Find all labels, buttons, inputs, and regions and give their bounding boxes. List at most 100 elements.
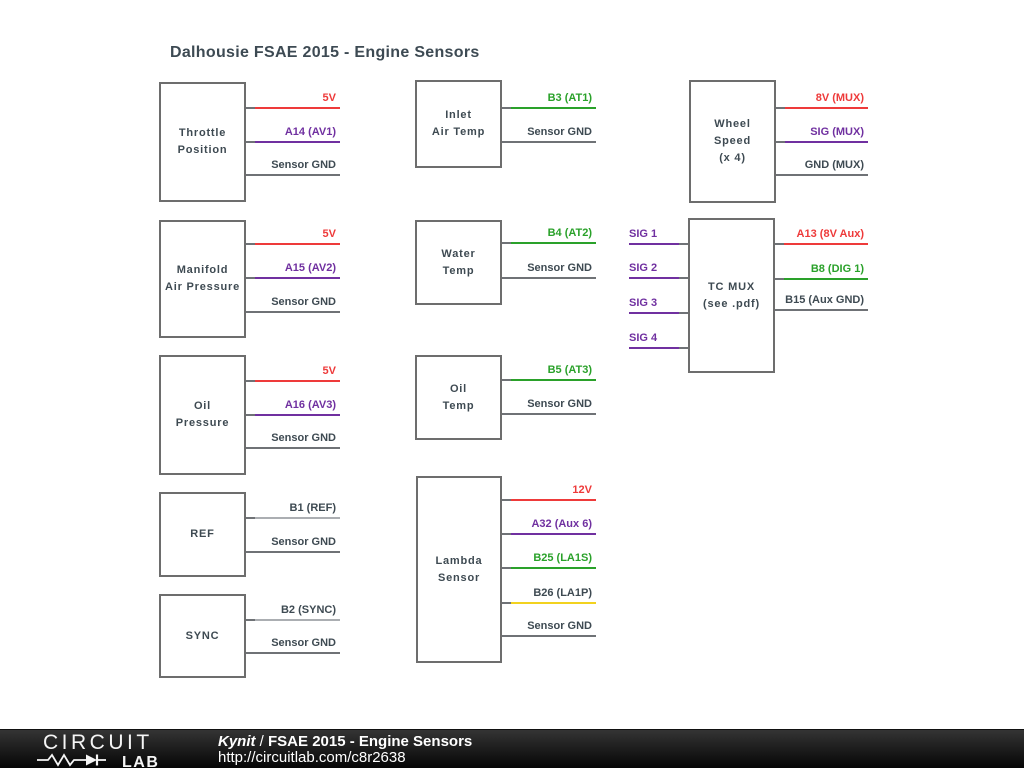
- component-label: Air Pressure: [164, 281, 241, 293]
- wire-stub: [776, 174, 785, 176]
- wire-b8-dig-1: [775, 278, 868, 280]
- wire-stub: [775, 278, 784, 280]
- wire-5v: [246, 107, 340, 109]
- wire-sensor-gnd: [246, 652, 340, 654]
- wire-stub: [502, 567, 511, 569]
- wire-label-b3-at1: B3 (AT1): [547, 92, 592, 104]
- wire-sensor-gnd: [502, 635, 596, 637]
- component-water-temp: Water Temp: [415, 220, 502, 305]
- wire-sig-2: [629, 277, 688, 279]
- component-throttle-position: Throttle Position: [159, 82, 246, 202]
- wire-12v: [502, 499, 596, 501]
- wire-label-sig-1: SIG 1: [629, 228, 658, 240]
- wire-label-b26-la1p: B26 (LA1P): [533, 587, 592, 599]
- footer-byline: Kynit / FSAE 2015 - Engine Sensors http:…: [218, 733, 472, 766]
- wire-label-a13-8v-aux: A13 (8V Aux): [796, 228, 864, 240]
- wire-stub: [502, 107, 511, 109]
- wire-stub: [246, 174, 255, 176]
- wire-stub: [246, 517, 255, 519]
- wire-stub: [502, 499, 511, 501]
- wire-label-a14-av1: A14 (AV1): [284, 126, 336, 138]
- wire-8v-mux: [776, 107, 868, 109]
- wire-label-sensor-gnd: Sensor GND: [527, 398, 592, 410]
- component-label: TC MUX: [708, 280, 755, 293]
- wire-stub: [776, 141, 785, 143]
- wire-label-b15-aux-gnd: B15 (Aux GND): [785, 294, 864, 306]
- component-label: Sensor: [437, 571, 481, 584]
- wire-stub: [502, 533, 511, 535]
- wire-stub: [246, 277, 255, 279]
- component-label: Oil: [193, 400, 212, 412]
- wire-label-sensor-gnd: Sensor GND: [271, 536, 336, 548]
- footer-bar: CIRCUIT LAB Kynit / FSAE 2015 - Engine S…: [0, 729, 1024, 768]
- component-lambda-sensor: Lambda Sensor: [416, 476, 502, 663]
- component-label: Wheel: [714, 118, 751, 130]
- wire-stub: [679, 277, 688, 279]
- wire-label-5v: 5V: [322, 92, 336, 104]
- wire-stub: [246, 311, 255, 313]
- component-oil-pressure: Oil Pressure: [159, 355, 246, 475]
- wire-stub: [502, 413, 511, 415]
- component-label: Pressure: [175, 417, 230, 429]
- wire-b25-la1s: [502, 567, 596, 569]
- wire-5v: [246, 243, 340, 245]
- circuitlab-logo[interactable]: CIRCUIT LAB: [37, 731, 203, 768]
- wire-label-b25-la1s: B25 (LA1S): [533, 552, 592, 564]
- wire-a15-av2: [246, 277, 340, 279]
- byline-separator: /: [255, 733, 269, 750]
- component-label: Inlet: [445, 109, 472, 121]
- wire-label-sig-mux: SIG (MUX): [810, 126, 864, 138]
- wire-label-b4-at2: B4 (AT2): [547, 227, 592, 239]
- wire-stub: [679, 347, 688, 349]
- wire-sig-1: [629, 243, 688, 245]
- component-oil-temp: Oil Temp: [415, 355, 502, 440]
- component-label: Throttle: [178, 127, 227, 139]
- wire-label-8v-mux: 8V (MUX): [815, 92, 864, 104]
- component-label: Temp: [442, 399, 475, 412]
- schematic-name: FSAE 2015 - Engine Sensors: [268, 733, 473, 750]
- wire-label-sensor-gnd: Sensor GND: [271, 159, 336, 171]
- wire-stub: [246, 652, 255, 654]
- wire-gnd-mux: [776, 174, 868, 176]
- wire-sensor-gnd: [246, 447, 340, 449]
- wire-a16-av3: [246, 414, 340, 416]
- wire-b3-at1: [502, 107, 596, 109]
- wire-b1-ref: [246, 517, 340, 519]
- wire-a32-aux-6: [502, 533, 596, 535]
- wire-label-sensor-gnd: Sensor GND: [527, 126, 592, 138]
- component-label: REF: [190, 528, 215, 540]
- wire-label-sig-4: SIG 4: [629, 332, 658, 344]
- wire-b2-sync: [246, 619, 340, 621]
- wire-stub: [679, 312, 688, 314]
- component-label: (see .pdf): [703, 297, 760, 310]
- author-name: Kynit: [218, 733, 256, 750]
- wire-sensor-gnd: [502, 413, 596, 415]
- wire-label-b2-sync: B2 (SYNC): [280, 604, 336, 616]
- wire-stub: [502, 635, 511, 637]
- wire-stub: [246, 414, 255, 416]
- wire-label-5v: 5V: [322, 365, 336, 377]
- wire-label-sensor-gnd: Sensor GND: [527, 620, 592, 632]
- wire-sensor-gnd: [502, 277, 596, 279]
- component-label: Air Temp: [431, 126, 486, 138]
- wire-label-gnd-mux: GND (MUX): [804, 159, 864, 171]
- page-title: Dalhousie FSAE 2015 - Engine Sensors: [170, 44, 480, 61]
- wire-stub: [502, 277, 511, 279]
- wire-stub: [775, 243, 784, 245]
- wire-stub: [246, 551, 255, 553]
- wire-label-5v: 5V: [322, 228, 336, 240]
- component-label: Oil: [449, 382, 468, 395]
- wire-label-b1-ref: B1 (REF): [289, 502, 336, 514]
- component-sync: SYNC: [159, 594, 246, 678]
- component-label: SYNC: [185, 629, 220, 642]
- resistor-diode-icon: [36, 753, 126, 768]
- wire-stub: [246, 141, 255, 143]
- wire-label-sig-2: SIG 2: [629, 262, 658, 274]
- wire-stub: [502, 141, 511, 143]
- wire-b15-aux-gnd: [775, 309, 868, 311]
- schematic-url[interactable]: http://circuitlab.com/c8r2638: [218, 749, 406, 766]
- circuitlab-logo-lab: LAB: [122, 753, 160, 768]
- wire-stub: [246, 619, 255, 621]
- wire-label-12v: 12V: [572, 484, 592, 496]
- component-label: Lambda: [435, 554, 483, 567]
